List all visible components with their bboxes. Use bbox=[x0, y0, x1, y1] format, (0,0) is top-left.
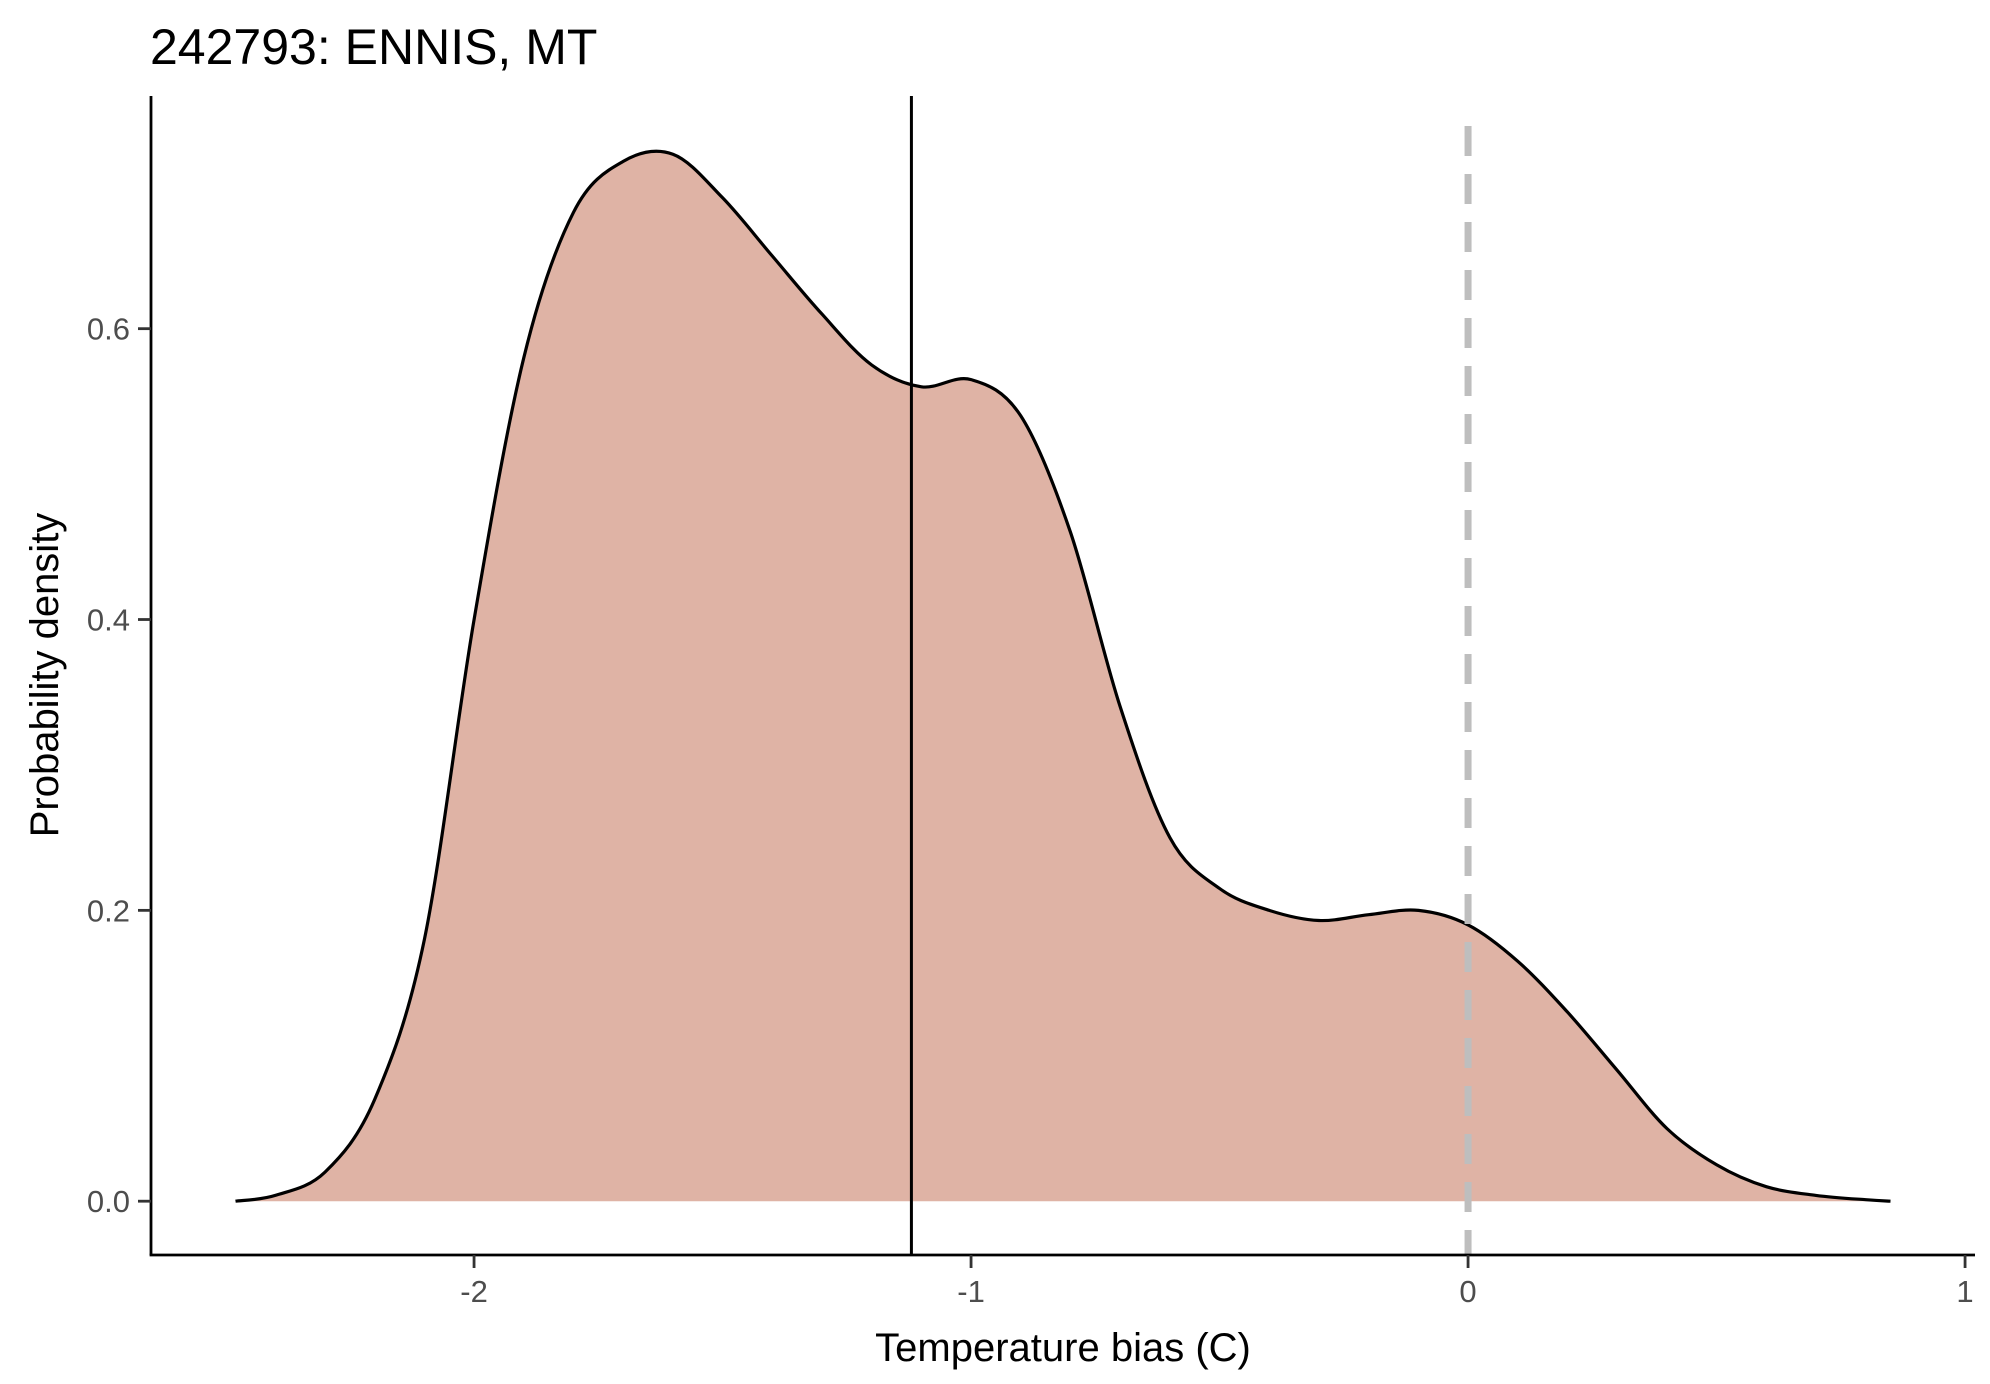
y-tick-label: 0.2 bbox=[87, 893, 130, 928]
x-axis-title: Temperature bias (C) bbox=[875, 1326, 1251, 1370]
density-area bbox=[235, 151, 1891, 1202]
density-line bbox=[235, 149, 1891, 1203]
plot-area bbox=[235, 96, 1891, 1255]
y-tick-label: 0.0 bbox=[87, 1184, 130, 1219]
x-tick-label: 1 bbox=[1956, 1274, 1973, 1309]
x-tick-label: 0 bbox=[1459, 1274, 1476, 1309]
y-tick-label: 0.6 bbox=[87, 312, 130, 347]
y-axis-title: Probability density bbox=[23, 513, 67, 838]
x-tick-label: -1 bbox=[957, 1274, 985, 1309]
chart-title: 242793: ENNIS, MT bbox=[150, 19, 597, 75]
x-axis-ticks: -2 -1 0 1 bbox=[460, 1255, 1974, 1309]
y-axis-ticks: 0.0 0.2 0.4 0.6 bbox=[87, 312, 151, 1219]
x-tick-label: -2 bbox=[460, 1274, 488, 1309]
y-tick-label: 0.4 bbox=[87, 603, 130, 638]
